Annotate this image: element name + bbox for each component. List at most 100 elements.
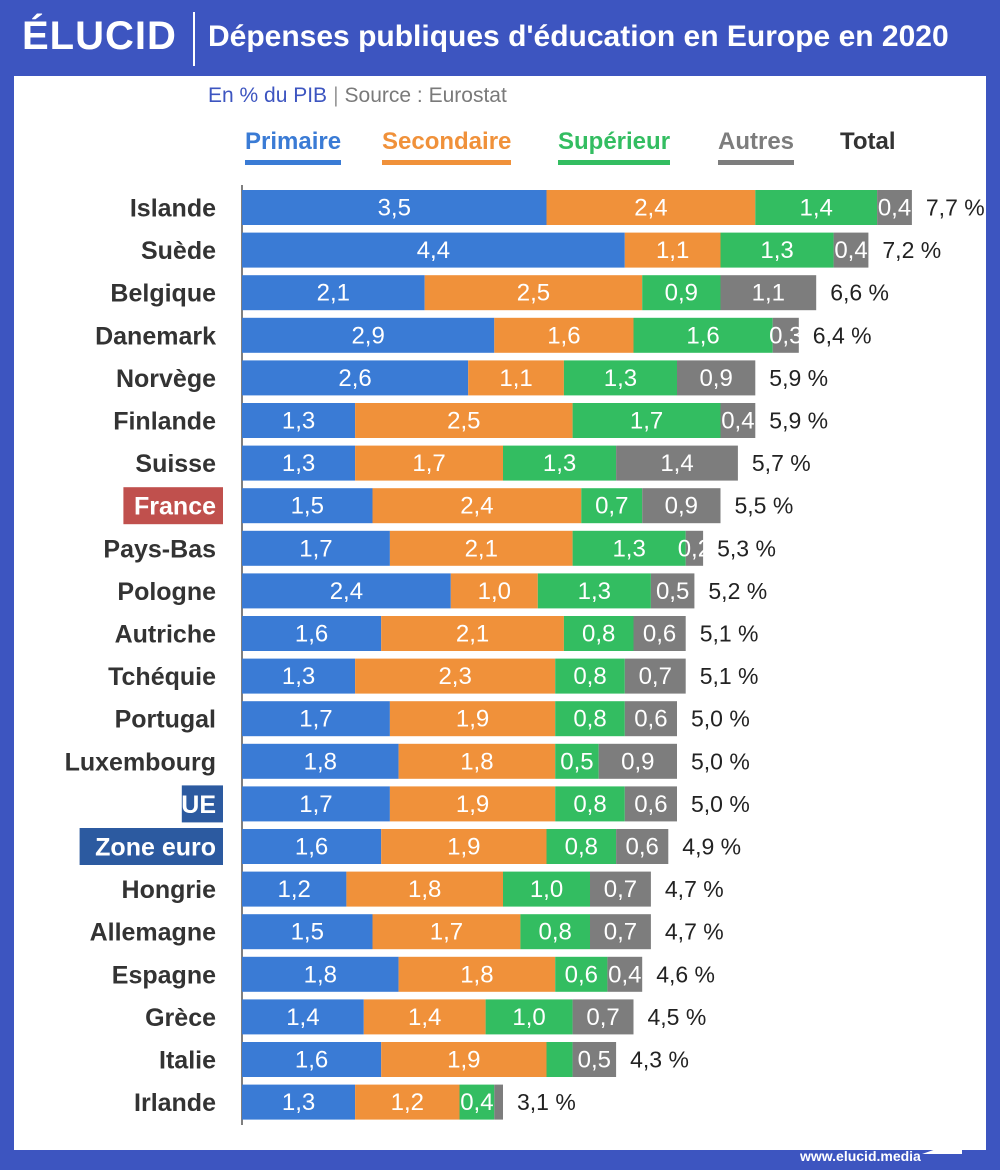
data-label: 1,6 <box>295 621 328 648</box>
data-label: 1,8 <box>460 961 493 988</box>
total-label: 4,6 % <box>656 961 715 987</box>
data-label: 0,4 <box>834 237 867 264</box>
data-label: 1,7 <box>299 535 332 562</box>
bar-segment-primaire <box>242 701 390 737</box>
legend-primaire: Primaire <box>245 128 342 165</box>
bar-segment-primaire <box>242 999 364 1035</box>
legend-autres: Autres <box>718 128 795 165</box>
data-label: 1,9 <box>456 791 489 818</box>
category-label: Finlande <box>113 408 216 436</box>
bar-segment-primaire <box>242 488 373 524</box>
bar-segment-supérieur <box>563 616 634 651</box>
elucid-logo: ÉLUCID <box>22 14 177 58</box>
bar-segment-primaire <box>242 786 390 822</box>
bar-segment-primaire <box>242 1084 356 1120</box>
data-label: 2,1 <box>465 535 498 562</box>
data-label: 2,1 <box>317 280 350 307</box>
total-label: 6,4 % <box>813 322 872 348</box>
data-label: 0,9 <box>699 365 732 392</box>
data-label: 2,4 <box>330 578 363 605</box>
data-label: 1,8 <box>460 748 493 775</box>
data-label: 0,9 <box>665 493 698 520</box>
data-label: 1,3 <box>282 663 315 690</box>
bar-segment-primaire <box>242 275 425 311</box>
data-label: 1,1 <box>656 237 689 264</box>
bar-segment-secondaire <box>381 616 564 651</box>
category-label: Grèce <box>145 1004 216 1032</box>
data-label: 4,4 <box>417 237 450 264</box>
bar-segment-primaire <box>242 190 547 225</box>
category-label: Irlande <box>134 1089 216 1117</box>
bar-segment-autres <box>607 956 643 992</box>
data-label: 2,3 <box>438 663 471 690</box>
footer-site: www.elucid.media <box>800 1148 921 1164</box>
data-label: 1,4 <box>408 1004 441 1031</box>
category-label: Zone euro <box>95 834 216 862</box>
bar-segment-autres <box>720 275 817 311</box>
total-label: 7,7 % <box>926 195 985 221</box>
category-label: Suède <box>141 237 216 265</box>
data-label: 1,5 <box>291 919 324 946</box>
total-label: 4,3 % <box>630 1047 689 1073</box>
bar-segment-primaire <box>242 360 469 396</box>
bar-segment-supérieur <box>546 1042 573 1077</box>
data-label: 1,3 <box>543 450 576 477</box>
data-label: 1,1 <box>499 365 532 392</box>
data-label: 2,1 <box>456 621 489 648</box>
data-label: 1,7 <box>299 706 332 733</box>
data-label: 2,4 <box>634 195 667 222</box>
bar-segment-autres <box>494 1084 503 1120</box>
bar-segment-secondaire <box>355 403 573 438</box>
category-label: Pays-Bas <box>103 535 216 563</box>
bar-segment-primaire <box>242 573 451 609</box>
category-label: Norvège <box>116 365 216 393</box>
data-label: 1,6 <box>686 322 719 349</box>
bar-segment-primaire <box>242 956 399 992</box>
bar-segment-secondaire <box>450 573 538 609</box>
source-label: Source : Eurostat <box>344 84 507 107</box>
bar-segment-secondaire <box>363 999 486 1035</box>
total-label: 5,0 % <box>691 791 750 817</box>
bar-segment-secondaire <box>355 445 503 481</box>
data-label: 1,3 <box>612 535 645 562</box>
data-label: 1,3 <box>282 408 315 435</box>
data-label: 0,9 <box>621 748 654 775</box>
total-label: 5,3 % <box>717 535 776 561</box>
data-label: 0,2 <box>678 535 711 562</box>
data-label: 1,7 <box>430 919 463 946</box>
data-label: 1,9 <box>447 1047 480 1074</box>
chart-title: Dépenses publiques d'éducation en Europe… <box>208 20 949 53</box>
data-label: 0,4 <box>878 195 911 222</box>
bar-segment-supérieur <box>555 658 625 694</box>
data-label: 1,9 <box>447 834 480 861</box>
bar-segment-primaire <box>242 445 356 481</box>
data-label: 1,8 <box>408 876 441 903</box>
data-label: 0,4 <box>721 408 754 435</box>
bar-segment-autres <box>677 360 756 396</box>
total-label: 5,7 % <box>752 450 811 476</box>
bar-segment-secondaire <box>468 360 564 396</box>
data-label: 1,3 <box>282 450 315 477</box>
data-label: 0,6 <box>643 621 676 648</box>
bar-segment-supérieur <box>537 573 651 609</box>
data-label: 0,5 <box>578 1047 611 1074</box>
data-label: 0,9 <box>665 280 698 307</box>
bar-segment-autres <box>616 829 669 864</box>
bar-segment-supérieur <box>572 403 721 438</box>
data-label: 0,8 <box>573 706 606 733</box>
data-label: 1,6 <box>295 834 328 861</box>
total-label: 5,9 % <box>769 408 828 434</box>
legend-total: Total <box>840 128 896 155</box>
data-label: 1,0 <box>530 876 563 903</box>
bar-segment-supérieur <box>459 1084 495 1120</box>
bar-segment-autres <box>590 871 651 907</box>
category-highlight <box>181 785 223 823</box>
data-label: 0,5 <box>656 578 689 605</box>
bar-segment-autres <box>650 573 695 609</box>
bar-segment-autres <box>572 1042 617 1077</box>
data-label: 0,6 <box>634 706 667 733</box>
data-label: 0,3 <box>769 322 802 349</box>
total-label: 5,1 % <box>700 621 759 647</box>
bar-segment-autres <box>616 445 738 481</box>
